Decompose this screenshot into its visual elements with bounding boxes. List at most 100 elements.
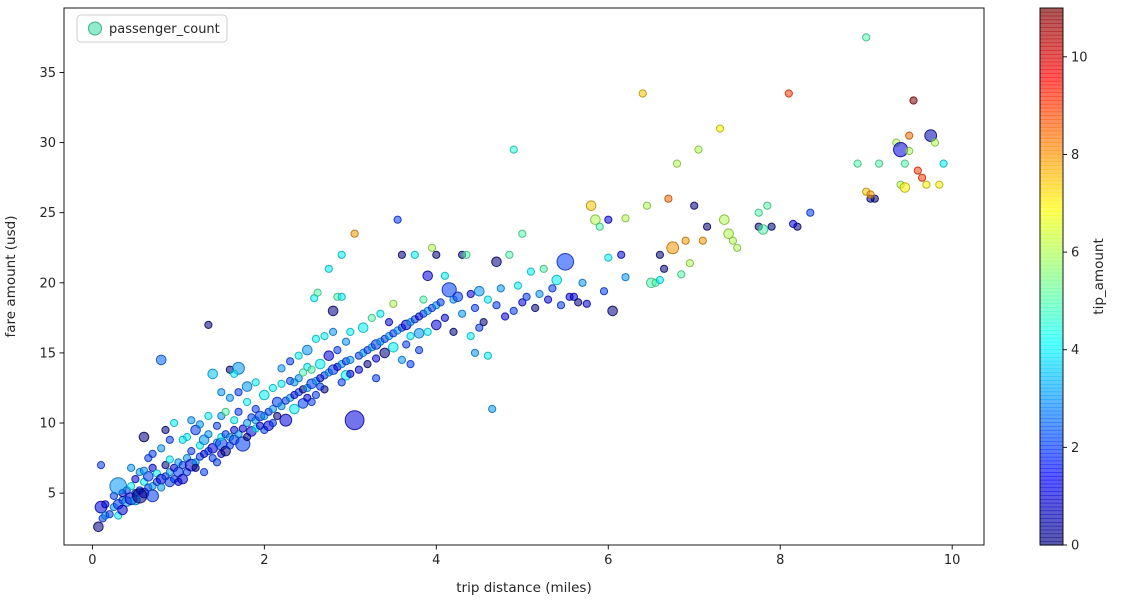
colorbar-segment: [1040, 380, 1063, 385]
legend-box: [76, 14, 228, 43]
colorbar-segment: [1040, 303, 1063, 308]
scatter-point: [346, 355, 355, 364]
colorbar-segment: [1040, 514, 1063, 519]
scatter-point: [595, 222, 604, 231]
scatter-point: [96, 461, 106, 470]
colorbar-segment: [1040, 537, 1063, 542]
x-tick-label: 8: [776, 553, 784, 568]
scatter-point: [212, 458, 222, 467]
scatter-point: [513, 281, 523, 290]
scatter-point: [109, 477, 127, 495]
scatter-point: [672, 159, 682, 168]
colorbar-segment: [1040, 372, 1063, 377]
colorbar-segment: [1040, 157, 1063, 163]
scatter-point: [853, 159, 862, 168]
scatter-point: [757, 224, 769, 235]
scatter-point: [698, 236, 707, 245]
colorbar-segment: [1040, 368, 1063, 373]
scatter-point: [243, 397, 252, 407]
x-tick-label: 0: [88, 553, 96, 568]
colorbar-segment: [1040, 234, 1063, 239]
scatter-point: [556, 301, 566, 310]
scatter-point: [230, 416, 239, 425]
scatter-point: [441, 282, 457, 298]
plot-frame: [63, 7, 985, 546]
legend: passenger_count: [76, 14, 228, 43]
colorbar-segment: [1040, 345, 1063, 350]
scatter-point: [316, 382, 325, 391]
colorbar-segment: [1040, 142, 1063, 147]
scatter-point: [354, 365, 363, 374]
colorbar-segment: [1040, 176, 1063, 182]
scatter-point: [505, 250, 514, 259]
colorbar-segment: [1040, 441, 1063, 446]
scatter-point: [187, 447, 196, 456]
colorbar-segment: [1040, 241, 1063, 247]
colorbar-segment: [1040, 533, 1063, 538]
scatter-point: [866, 190, 875, 199]
scatter-point: [195, 420, 204, 429]
scatter-point: [350, 229, 359, 238]
colorbar-segment: [1040, 449, 1063, 454]
scatter-point: [290, 378, 299, 387]
scatter-point: [723, 228, 734, 239]
colorbar-segment: [1040, 19, 1063, 24]
scatter-point: [556, 252, 575, 271]
scatter-point: [157, 444, 166, 453]
scatter-point: [655, 275, 665, 285]
scatter-point: [578, 278, 587, 287]
scatter-point: [372, 374, 381, 383]
scatter-point: [127, 482, 136, 491]
colorbar-segment: [1040, 414, 1063, 420]
colorbar-segment: [1040, 284, 1063, 289]
colorbar-segment: [1040, 330, 1063, 335]
colorbar-segment: [1040, 222, 1063, 228]
scatter-point: [320, 332, 329, 341]
scatter-point: [155, 354, 167, 366]
scatter-point: [660, 264, 669, 273]
scatter-point: [806, 208, 815, 217]
scatter-point: [289, 403, 300, 415]
scatter-point: [582, 299, 591, 308]
scatter-point: [694, 145, 703, 154]
scatter-point: [436, 298, 445, 307]
colorbar-segment: [1040, 138, 1063, 143]
colorbar-segment: [1040, 291, 1063, 297]
colorbar-segment: [1040, 264, 1063, 270]
colorbar-segment: [1040, 238, 1063, 243]
scatter-point: [217, 388, 226, 397]
scatter-point: [913, 166, 922, 175]
scatter-point: [212, 421, 222, 430]
scatter-point: [462, 250, 471, 259]
scatter-point: [458, 309, 467, 318]
colorbar-segment: [1040, 280, 1063, 285]
legend-label: passenger_count: [109, 22, 220, 37]
colorbar-segment: [1040, 276, 1063, 281]
colorbar-segment: [1040, 84, 1063, 90]
colorbar-segment: [1040, 518, 1063, 523]
colorbar-segment: [1040, 295, 1063, 301]
scatter-point: [406, 360, 415, 369]
colorbar-segment: [1040, 149, 1063, 155]
scatter-point: [337, 292, 346, 301]
colorbar-segment: [1040, 245, 1063, 251]
scatter-point: [165, 435, 174, 444]
colorbar-segment: [1040, 349, 1063, 354]
colorbar-segment: [1040, 11, 1063, 17]
colorbar-segment: [1040, 257, 1063, 262]
scatter-point: [470, 303, 480, 313]
scatter-point: [569, 292, 579, 301]
colorbar-segment: [1040, 27, 1063, 32]
colorbar-segment: [1040, 479, 1063, 485]
scatter-point: [259, 389, 270, 401]
colorbar-segment: [1040, 437, 1063, 443]
colorbar-segment: [1040, 15, 1063, 21]
scatter-point: [397, 250, 406, 259]
scatter-point: [277, 379, 286, 388]
scatter-point: [419, 295, 428, 304]
scatter-point: [132, 488, 148, 504]
scatter-point: [681, 236, 690, 245]
colorbar-tick-label: 0: [1071, 539, 1079, 554]
colorbar-segment: [1040, 487, 1063, 492]
scatter-point: [313, 288, 322, 297]
